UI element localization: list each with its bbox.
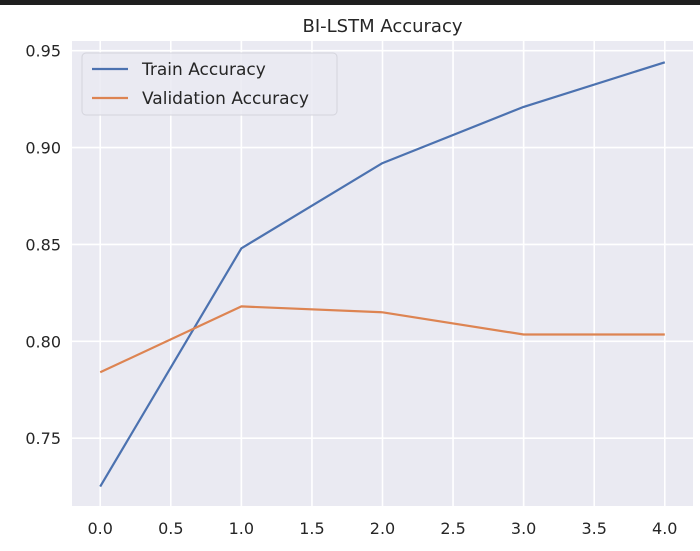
legend: Train Accuracy Validation Accuracy [81, 52, 338, 116]
chart-title: BI-LSTM Accuracy [302, 16, 462, 37]
x-tick-label: 3.5 [581, 519, 606, 538]
legend-box [81, 52, 338, 116]
top-border [0, 0, 700, 5]
legend-label-0: Train Accuracy [141, 60, 266, 80]
x-tick-label: 2.0 [370, 519, 395, 538]
y-tick-label: 0.75 [25, 429, 61, 448]
x-tick-label: 0.5 [158, 519, 183, 538]
y-tick-label: 0.90 [25, 139, 61, 158]
y-tick-label: 0.85 [25, 235, 61, 254]
series-lines [99, 61, 666, 488]
x-tick-label: 1.0 [229, 519, 254, 538]
series-line-1 [99, 305, 665, 374]
tick-labels: 0.0 0.5 1.0 1.5 2.0 2.5 3.0 3.5 4.0 0.75 0.80 0.85 0… [25, 42, 677, 538]
x-tick-label: 3.0 [511, 519, 536, 538]
legend-label-1: Validation Accuracy [142, 89, 309, 109]
grid-lines [72, 41, 693, 506]
x-tick-label: 0.0 [88, 519, 113, 538]
x-tick-label: 1.5 [299, 519, 324, 538]
x-tick-label: 4.0 [652, 519, 677, 538]
x-tick-label: 2.5 [440, 519, 465, 538]
y-tick-label: 0.80 [25, 332, 61, 351]
y-tick-label: 0.95 [25, 42, 61, 61]
